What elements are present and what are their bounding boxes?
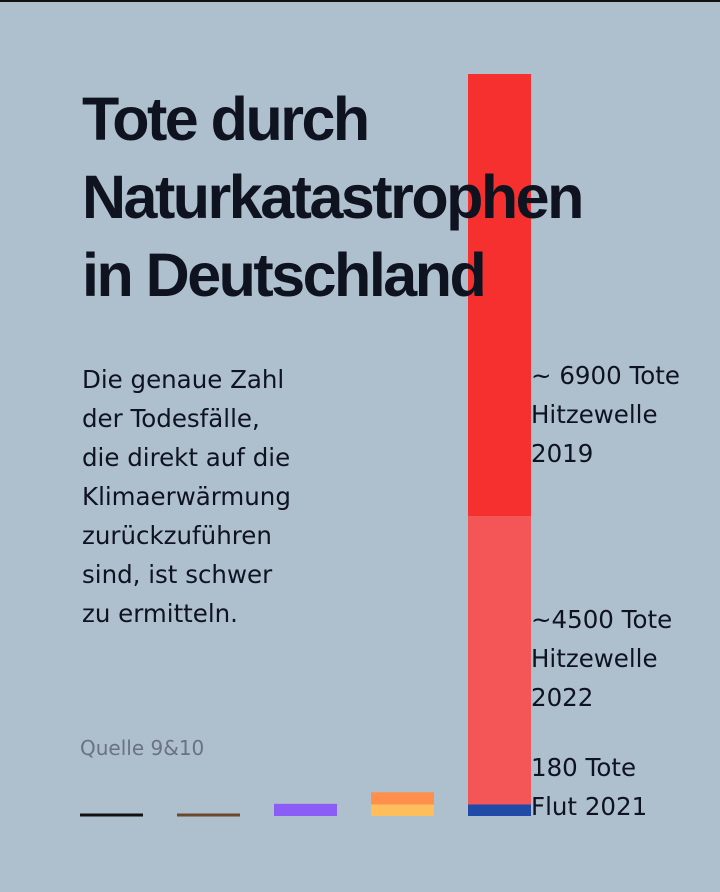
bar-4-segment-2	[371, 792, 434, 805]
bar-4-segment-1	[371, 804, 434, 816]
source-note: Quelle 9&10	[80, 736, 205, 760]
annotation-line: Hitzewelle	[531, 400, 658, 429]
bar-5-segment-2	[468, 516, 531, 805]
description-line: Die genaue Zahl	[82, 365, 285, 394]
title-line: Tote durch	[82, 85, 370, 153]
description-line: Klimaerwärmung	[82, 482, 291, 511]
page-title: Tote durch Naturkatastrophen in Deutschl…	[82, 80, 702, 314]
bar-5-segment-1	[468, 804, 531, 816]
annotation-line: Hitzewelle	[531, 644, 658, 673]
annotation-6900-hitzewelle-2019: ~ 6900 Tote Hitzewelle 2019	[531, 356, 680, 473]
annotation-line: ~ 6900 Tote	[531, 361, 680, 390]
description-text: Die genaue Zahl der Todesfälle, die dire…	[82, 360, 291, 633]
description-line: zurückzuführen	[82, 521, 272, 550]
description-line: der Todesfälle,	[82, 404, 260, 433]
title-line: in Deutschland	[82, 241, 487, 309]
top-border-line	[0, 0, 720, 2]
annotation-180-flut-2021: 180 Tote Flut 2021	[531, 748, 647, 826]
annotation-line: Flut 2021	[531, 792, 648, 821]
bar-5-segment-3	[468, 74, 531, 517]
bar-2-segment-1	[177, 813, 240, 817]
annotation-line: 2022	[531, 683, 594, 712]
description-line: die direkt auf die	[82, 443, 291, 472]
annotation-line: ~4500 Tote	[531, 605, 673, 634]
annotation-line: 2019	[531, 439, 594, 468]
description-line: zu ermitteln.	[82, 599, 238, 628]
description-line: sind, ist schwer	[82, 560, 273, 589]
annotation-line: 180 Tote	[531, 753, 637, 782]
title-line: Naturkatastrophen	[82, 163, 584, 231]
bar-1-segment-1	[80, 813, 143, 817]
bar-3-segment-1	[274, 803, 337, 816]
annotation-4500-hitzewelle-2022: ~4500 Tote Hitzewelle 2022	[531, 600, 672, 717]
